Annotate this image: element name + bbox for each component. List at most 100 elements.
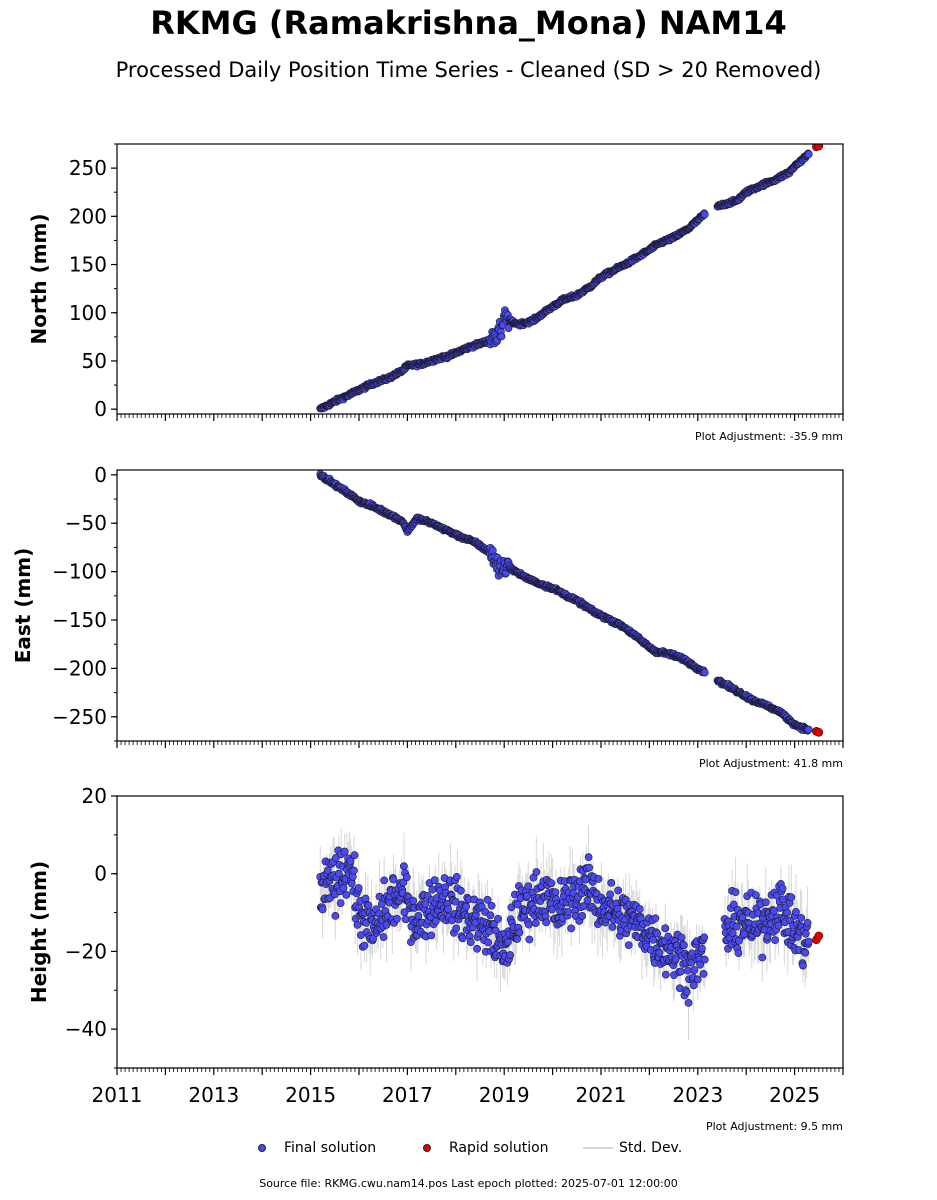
final-solution-point xyxy=(677,967,685,976)
final-solution-point xyxy=(682,988,691,996)
final-solution-point xyxy=(452,924,461,933)
final-solution-point xyxy=(494,915,502,923)
final-solution-point xyxy=(803,918,812,927)
y-tick-label: 250 xyxy=(69,156,107,180)
final-solution-point xyxy=(585,863,594,872)
final-solution-point xyxy=(525,935,534,944)
plot-area-north xyxy=(316,144,824,413)
final-solution-point xyxy=(339,884,348,892)
final-solution-point xyxy=(684,999,693,1007)
rapid-solution-point xyxy=(814,727,824,737)
legend: Final solution Rapid solution Std. Dev. xyxy=(0,1137,937,1159)
final-solution-point xyxy=(778,884,787,893)
final-solution-point xyxy=(332,853,340,862)
final-solution-point xyxy=(661,970,670,979)
final-solution-point xyxy=(462,902,470,911)
final-solution-point xyxy=(483,895,492,904)
final-solution-point xyxy=(353,920,362,929)
final-solution-point xyxy=(323,866,332,875)
y-tick-label: 20 xyxy=(82,784,107,808)
y-tick-label: 50 xyxy=(82,349,107,373)
final-solution-point xyxy=(738,913,747,922)
panel-frame xyxy=(116,143,844,415)
y-tick-label: 0 xyxy=(94,397,107,421)
final-solution-point xyxy=(689,981,698,990)
final-solution-point xyxy=(428,885,437,894)
y-tick-label: −250 xyxy=(52,705,107,729)
rapid-solution-point xyxy=(814,931,824,941)
final-solution-point xyxy=(414,912,423,920)
final-solution-point xyxy=(624,941,633,950)
final-solution-point xyxy=(677,933,686,942)
final-solution-point xyxy=(466,938,475,946)
final-solution-point xyxy=(787,893,796,902)
x-tick-label: 2013 xyxy=(188,1083,239,1107)
y-tick-label: 100 xyxy=(69,301,107,325)
x-tick-label: 2011 xyxy=(92,1083,143,1107)
final-solution-point xyxy=(547,879,556,888)
final-solution-point xyxy=(487,901,496,910)
final-solution-point xyxy=(697,944,706,953)
final-solution-point xyxy=(524,882,533,891)
final-solution-point xyxy=(393,914,401,923)
final-solution-point xyxy=(551,888,560,897)
final-solution-point xyxy=(369,934,378,943)
panel-east: 0 −50 −100 −150 −200 −250 East (mm) Plot Adjust… xyxy=(11,463,844,770)
y-tick-label: −40 xyxy=(65,1017,107,1041)
final-solution-point xyxy=(380,876,389,885)
final-solution-point xyxy=(797,913,806,922)
y-tick-label: 0 xyxy=(94,862,107,886)
y-axis-label: North (mm) xyxy=(27,213,51,344)
final-solution-point xyxy=(336,899,345,907)
final-solution-point xyxy=(473,944,481,953)
final-solution-point xyxy=(497,332,506,341)
final-solution-point xyxy=(751,891,760,900)
final-solution-point xyxy=(360,941,369,950)
final-solution-point xyxy=(594,875,603,883)
final-solution-point xyxy=(583,896,592,905)
rapid-solution-point xyxy=(814,144,824,151)
final-solution-point xyxy=(584,853,593,862)
final-solution-point xyxy=(382,920,391,929)
final-solution-point xyxy=(346,857,355,865)
final-solution-point xyxy=(734,949,743,958)
final-solution-point xyxy=(578,912,587,920)
y-tick-label: −50 xyxy=(65,511,107,535)
final-solution-point xyxy=(318,905,327,914)
source-footer: Source file: RKMG.cwu.nam14.pos Last epo… xyxy=(259,1177,678,1190)
final-solution-point xyxy=(608,923,617,931)
final-solution-point xyxy=(334,869,343,878)
final-solution-point xyxy=(350,851,359,860)
final-solution-point xyxy=(347,879,356,888)
y-axis-label: East (mm) xyxy=(11,548,35,664)
final-solution-point xyxy=(421,899,430,908)
final-solution-point xyxy=(491,926,500,935)
final-solution-point xyxy=(400,862,408,871)
x-tick-label: 2017 xyxy=(382,1083,433,1107)
final-solution-point xyxy=(661,924,670,933)
final-solution-point xyxy=(699,969,708,978)
final-solution-point xyxy=(690,966,699,975)
y-tick-label: −20 xyxy=(65,939,107,963)
final-solution-point xyxy=(389,875,398,884)
final-solution-point xyxy=(653,929,662,938)
legend-stddev-label: Std. Dev. xyxy=(619,1140,683,1156)
final-solution-point xyxy=(340,847,349,856)
final-solution-point xyxy=(783,908,792,917)
final-solution-point xyxy=(696,960,705,969)
final-solution-point xyxy=(548,905,556,914)
final-solution-point xyxy=(354,884,363,892)
final-solution-point xyxy=(458,934,467,943)
panel-frame xyxy=(116,469,844,742)
x-tick-label: 2021 xyxy=(576,1083,627,1107)
final-solution-point xyxy=(456,886,465,895)
final-solution-point xyxy=(728,929,737,938)
final-solution-point xyxy=(729,900,738,909)
final-solution-point xyxy=(671,955,680,964)
legend-rapid: Rapid solution xyxy=(405,1137,549,1159)
final-solution-point xyxy=(651,914,660,923)
final-solution-point xyxy=(774,921,783,930)
x-tick-label: 2025 xyxy=(769,1083,820,1107)
panel-north: 0 50 100 150 200 250 North (mm) Plot Adjustment… xyxy=(27,143,844,443)
final-solution-point xyxy=(700,210,709,219)
